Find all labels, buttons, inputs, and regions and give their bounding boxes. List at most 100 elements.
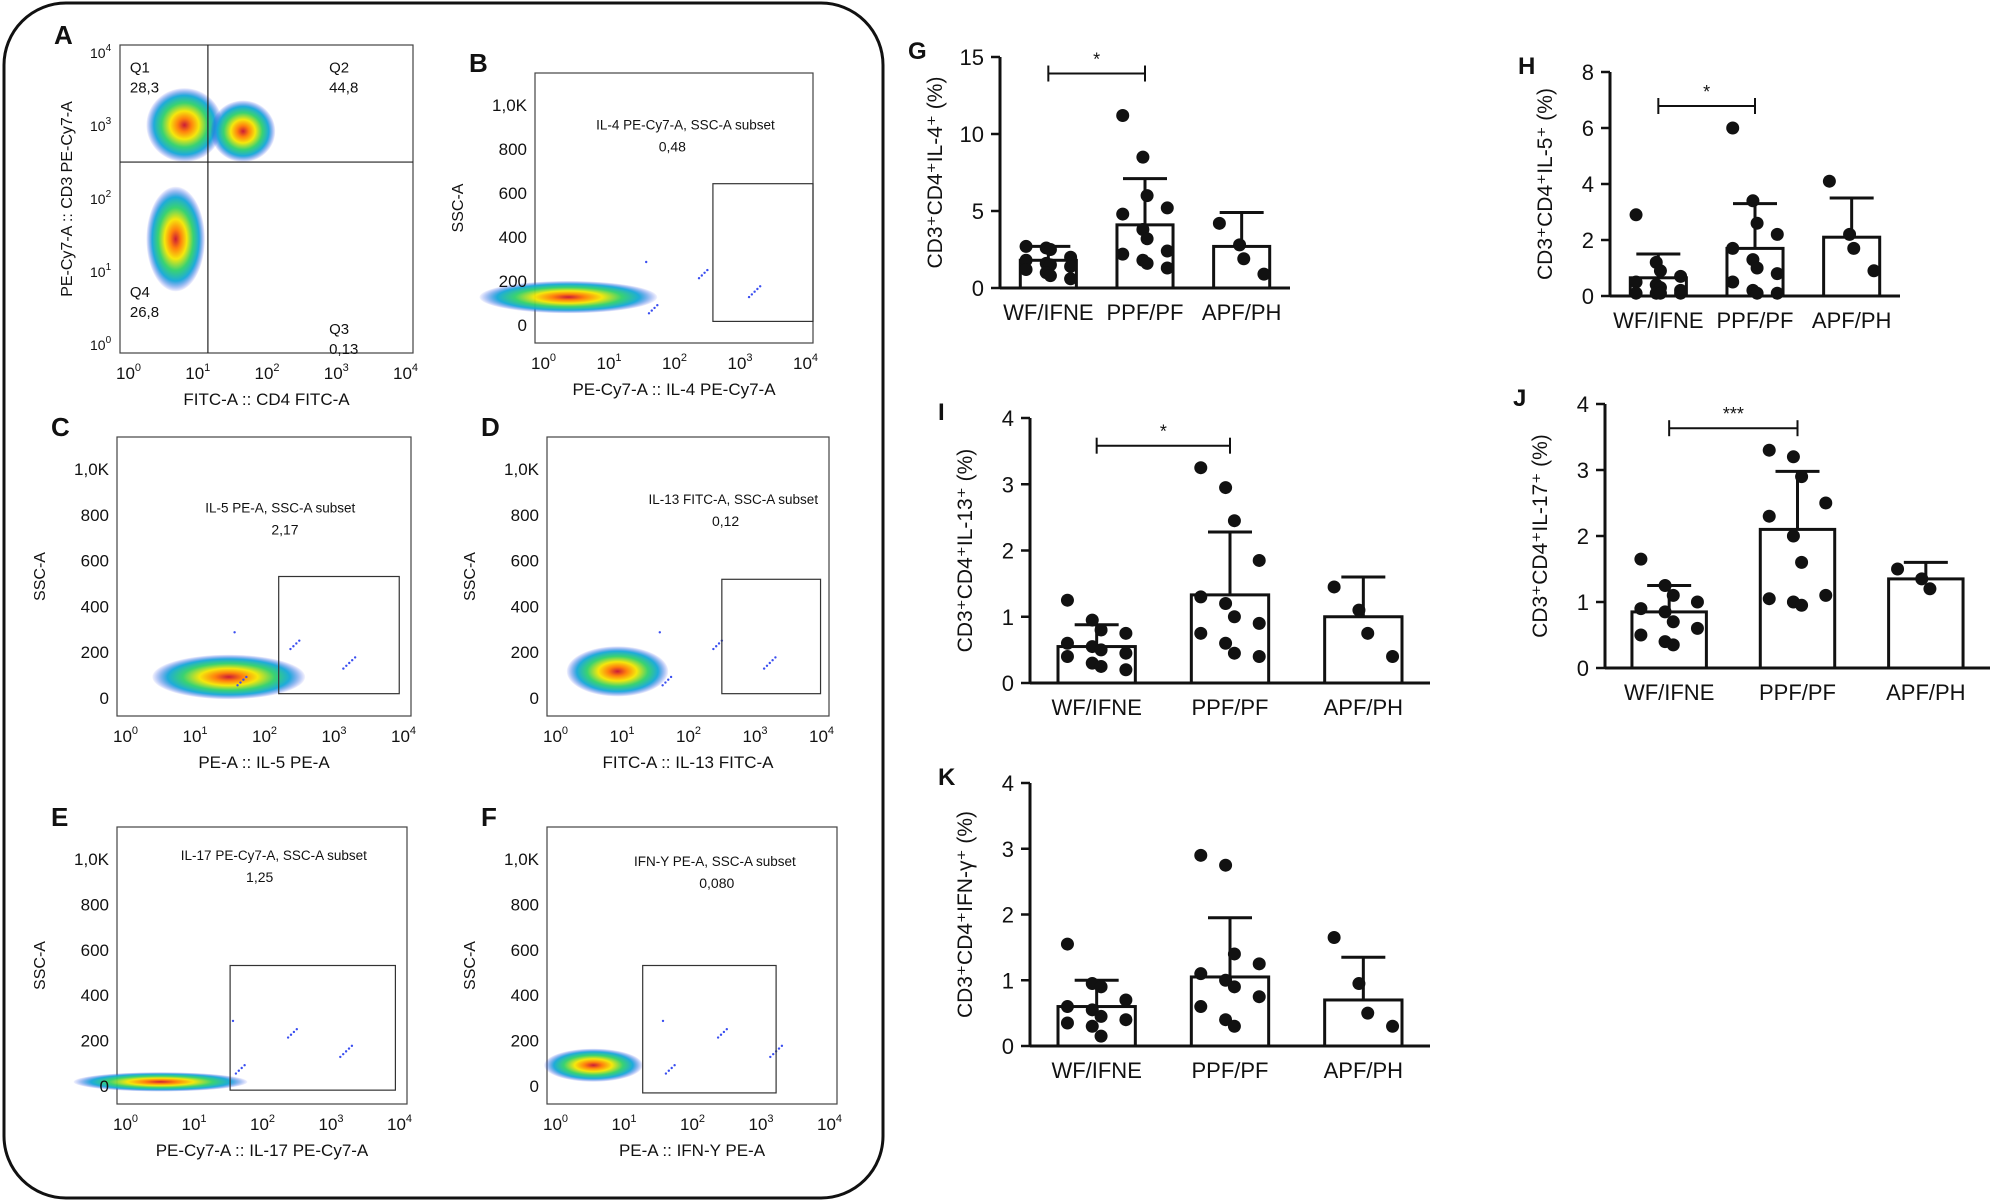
event-dot [725, 1028, 728, 1031]
x-tick-label: 100 [113, 1113, 138, 1134]
event-dot [351, 659, 354, 662]
significance-label: * [1093, 50, 1100, 70]
data-point [1227, 646, 1241, 660]
data-point [1219, 597, 1233, 610]
significance-label: * [1160, 422, 1167, 442]
event-dot [664, 681, 667, 684]
x-tick-label: 103 [324, 362, 349, 383]
y-tick-label: 800 [499, 140, 527, 159]
event-dot [719, 1033, 723, 1036]
x-category-label: WF/IFNE [1051, 1058, 1141, 1083]
data-point [1750, 286, 1764, 300]
data-point [1140, 189, 1154, 203]
x-tick-label: 103 [728, 352, 753, 373]
data-point [1746, 194, 1760, 208]
data-point [1629, 286, 1643, 300]
y-tick-label: 0 [972, 276, 984, 301]
y-tick-label: 1,0K [74, 460, 110, 479]
data-point [1386, 1019, 1400, 1033]
y-tick-label: 0 [100, 689, 109, 708]
data-point [1116, 207, 1130, 221]
event-dot [342, 667, 345, 670]
x-axis-label: FITC-A :: CD4 FITC-A [183, 390, 350, 409]
y-tick-label: 200 [511, 643, 539, 662]
x-category-label: APF/PH [1886, 680, 1965, 705]
event-dot [700, 274, 703, 277]
data-point [1726, 121, 1740, 135]
data-point [1219, 481, 1233, 495]
x-tick-label: 103 [743, 725, 768, 746]
event-dot [344, 1050, 348, 1053]
data-point [1116, 109, 1130, 123]
flow-panel-f: F IFN-Y PE-A, SSC-A subset 0,080 100 101 102 1… [462, 802, 842, 1160]
y-tick-label: 800 [511, 895, 539, 914]
x-category-label: PPF/PF [1759, 680, 1836, 705]
event-dot [645, 260, 648, 264]
gate-label: IL-4 PE-Cy7-A, SSC-A subset [596, 118, 775, 133]
data-point [1634, 552, 1648, 566]
data-point [1119, 663, 1133, 677]
x-tick-label: 100 [543, 1113, 568, 1134]
quadrant-name: Q3 [329, 321, 349, 338]
x-tick-label: 100 [543, 725, 568, 746]
y-tick-label: 3 [1577, 458, 1589, 483]
data-point [1140, 256, 1154, 270]
data-point [1352, 603, 1366, 617]
gate-label: IL-13 FITC-A, SSC-A subset [649, 492, 819, 507]
event-dot [350, 1044, 354, 1048]
data-point [1019, 253, 1033, 267]
x-category-label: WF/IFNE [1624, 680, 1714, 705]
event-dot [706, 268, 709, 272]
flow-panel-a: A Q1 28,3 Q2 44,8 Q3 0,13 Q4 26,8 100 101 102 103 104… [54, 20, 418, 409]
data-point [1653, 264, 1667, 278]
gate-rectangle [278, 575, 400, 695]
data-point [1194, 967, 1208, 981]
x-tick-label: 104 [387, 1113, 412, 1134]
y-tick-label: 400 [499, 228, 527, 247]
density-cluster [479, 280, 658, 314]
density-cluster [544, 1048, 643, 1082]
data-point [1795, 555, 1809, 569]
data-point [1847, 241, 1861, 255]
x-tick-label: 104 [817, 1113, 842, 1134]
gate-label: IL-5 PE-A, SSC-A subset [205, 500, 355, 515]
x-category-label: APF/PH [1324, 1058, 1403, 1083]
data-point [1762, 509, 1776, 523]
data-point [1227, 947, 1241, 961]
x-category-label: APF/PH [1324, 695, 1403, 720]
event-dot [295, 642, 298, 645]
event-dot [295, 1028, 298, 1031]
panel-letter: K [938, 764, 956, 791]
y-tick-label: 400 [511, 597, 539, 616]
event-dot [762, 667, 766, 670]
event-dot [661, 684, 664, 687]
panel-letter: A [54, 20, 73, 50]
flow-panel-b: B IL-4 PE-Cy7-A, SSC-A subset 0,48 100 101 10… [450, 48, 818, 399]
gate-label: IL-17 PE-Cy7-A, SSC-A subset [181, 848, 367, 863]
flow-panel-c: C IL-5 PE-A, SSC-A subset 2,17 100 101 102 103… [32, 412, 416, 772]
data-point [1750, 261, 1764, 275]
data-point [1762, 443, 1776, 457]
data-point [1352, 977, 1366, 991]
x-tick-label: 103 [749, 1113, 774, 1134]
data-point [1119, 993, 1133, 1007]
data-point [1233, 238, 1247, 252]
data-point [1119, 1013, 1133, 1027]
event-dot [765, 664, 769, 667]
flow-panels-frame [2, 1, 885, 1200]
event-dot [758, 285, 762, 288]
data-point [1194, 848, 1208, 862]
x-category-label: PPF/PF [1716, 308, 1793, 333]
quadrant-name: Q1 [130, 59, 150, 76]
density-cluster [210, 100, 276, 163]
panel-letter: H [1518, 53, 1535, 80]
plot-frame [119, 44, 414, 354]
event-dot [289, 1033, 293, 1036]
data-point [1085, 613, 1099, 627]
x-tick-label: 102 [680, 1113, 705, 1134]
y-tick-label: 800 [511, 506, 539, 525]
x-category-label: APF/PH [1202, 300, 1281, 325]
gate-value: 1,25 [246, 869, 273, 885]
data-point [1060, 636, 1074, 650]
density-cluster [73, 1072, 248, 1092]
